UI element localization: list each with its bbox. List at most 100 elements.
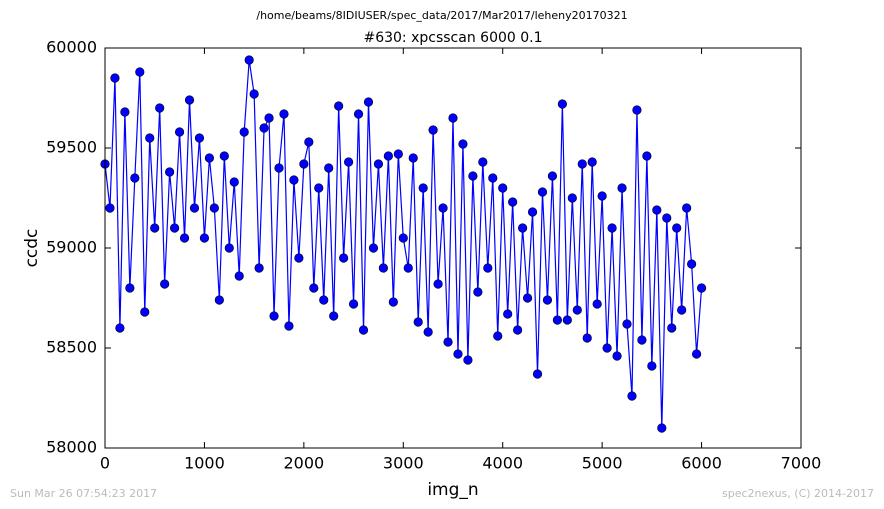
data-point (388, 297, 398, 307)
data-point (179, 233, 190, 243)
data-point (503, 309, 513, 319)
data-point (468, 171, 478, 181)
data-point (135, 67, 145, 77)
data-point (513, 325, 523, 335)
data-point (642, 151, 652, 161)
x-tick-label: 5000 (582, 454, 623, 473)
y-tick-label: 58500 (46, 338, 97, 357)
data-point (115, 323, 125, 333)
data-point (299, 159, 309, 169)
data-point (602, 343, 612, 353)
y-tick-label: 59500 (46, 138, 97, 157)
data-point (612, 351, 622, 361)
data-point (682, 203, 692, 213)
data-point (522, 293, 533, 303)
data-point (453, 349, 463, 359)
data-point (334, 101, 344, 111)
data-point (577, 159, 587, 169)
x-tick-label: 7000 (781, 454, 822, 473)
data-point (488, 173, 498, 183)
data-point (607, 223, 617, 233)
data-point (378, 263, 389, 273)
data-point (165, 167, 175, 177)
data-point (353, 109, 364, 119)
data-point (234, 271, 244, 281)
data-point (508, 197, 518, 207)
data-point (597, 191, 607, 201)
data-point (209, 203, 219, 213)
data-point (373, 159, 384, 169)
data-point (413, 317, 423, 327)
data-point (284, 321, 294, 331)
footer-right: spec2nexus, (C) 2014-2017 (722, 487, 874, 500)
data-point (627, 391, 637, 401)
data-point (587, 157, 597, 167)
data-point (677, 305, 687, 315)
data-point (264, 113, 274, 123)
y-tick-label: 58000 (46, 438, 97, 457)
data-point (552, 315, 563, 325)
data-point (537, 187, 548, 197)
data-point (592, 299, 602, 309)
data-point (532, 369, 543, 379)
data-point (189, 203, 200, 213)
data-point (363, 97, 374, 107)
data-point (443, 337, 453, 347)
data-point (324, 163, 334, 173)
data-point (279, 109, 289, 119)
plot-frame (104, 47, 802, 449)
data-point (155, 103, 165, 113)
footer-left: Sun Mar 26 07:54:23 2017 (10, 487, 157, 500)
data-point (383, 151, 393, 161)
data-point (483, 263, 493, 273)
data-point (418, 183, 428, 193)
data-point (622, 319, 632, 329)
y-tick-label: 59000 (46, 238, 97, 257)
data-point (458, 139, 468, 149)
data-point (224, 243, 234, 253)
data-point (150, 223, 160, 233)
data-point (329, 311, 339, 321)
data-point (105, 203, 115, 213)
data-point (219, 151, 229, 161)
data-point (438, 203, 448, 213)
data-point (358, 325, 369, 335)
data-point (428, 125, 438, 135)
x-tick-label: 2000 (283, 454, 324, 473)
data-point (125, 283, 135, 293)
data-point (408, 153, 418, 163)
x-tick-label: 3000 (383, 454, 424, 473)
data-point (696, 283, 707, 293)
data-point (194, 133, 205, 143)
x-axis-label: img_n (427, 480, 478, 500)
data-point (493, 331, 503, 341)
data-point (314, 183, 324, 193)
data-point (398, 233, 408, 243)
data-point (304, 137, 314, 147)
data-point (274, 163, 284, 173)
data-point (344, 157, 354, 167)
data-point (160, 279, 170, 289)
data-point (368, 243, 379, 253)
data-point (582, 333, 592, 343)
data-point (120, 107, 130, 117)
data-point (259, 123, 269, 133)
data-point (140, 307, 150, 317)
data-point (294, 253, 304, 263)
data-point (557, 99, 567, 109)
data-point (498, 183, 508, 193)
data-point (423, 327, 433, 337)
data-point (652, 205, 662, 215)
data-point (647, 361, 657, 371)
data-point (174, 127, 185, 137)
chart-title: #630: xpcsscan 6000 0.1 (363, 30, 542, 46)
y-axis-label: ccdc (22, 229, 42, 268)
data-point (110, 73, 120, 83)
data-point (637, 335, 647, 345)
data-point (463, 355, 473, 365)
data-point (289, 175, 299, 185)
data-point (309, 283, 319, 293)
x-tick-label: 1000 (184, 454, 225, 473)
data-point (572, 305, 582, 315)
